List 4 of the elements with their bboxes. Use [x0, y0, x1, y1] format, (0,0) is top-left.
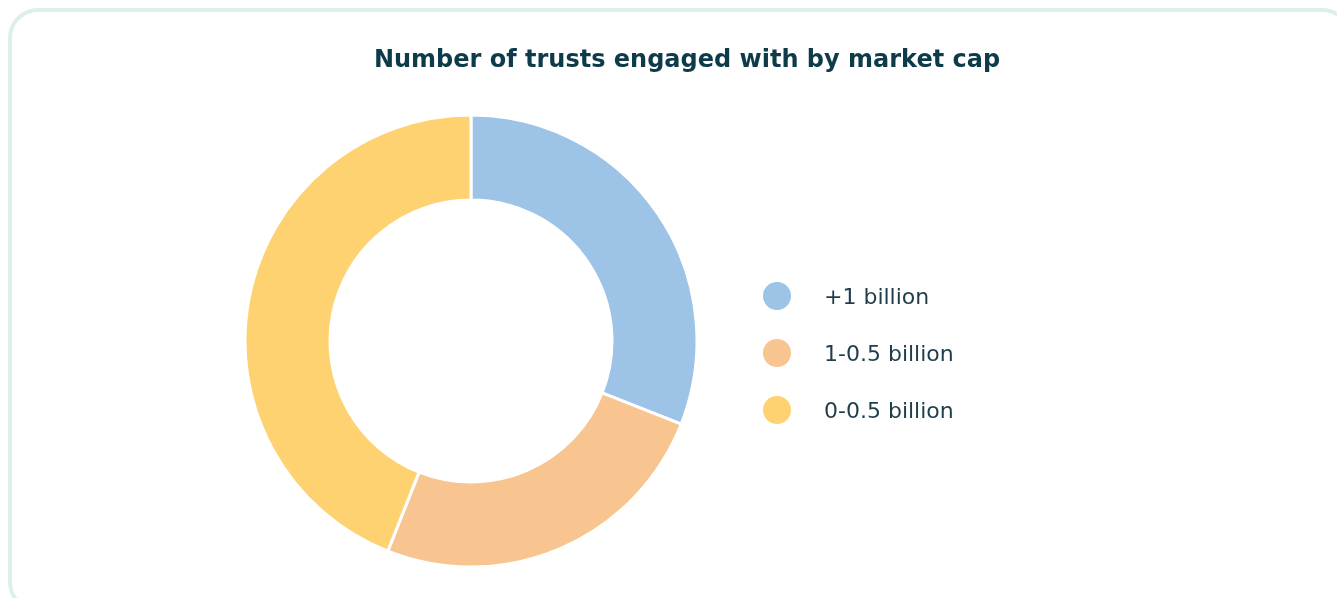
- chart-title: Number of trusts engaged with by market cap: [373, 45, 1001, 73]
- legend-label: +1 billion: [824, 284, 930, 309]
- legend-label: 1-0.5 billion: [824, 341, 954, 366]
- legend-label: 0-0.5 billion: [824, 398, 954, 423]
